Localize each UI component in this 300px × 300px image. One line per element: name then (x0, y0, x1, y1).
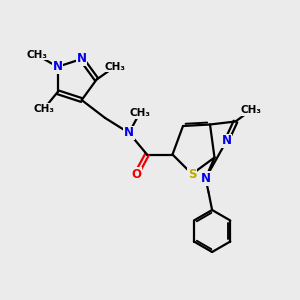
Text: CH₃: CH₃ (26, 50, 47, 60)
Text: CH₃: CH₃ (129, 108, 150, 118)
Text: CH₃: CH₃ (34, 104, 55, 114)
Text: O: O (131, 167, 142, 181)
Text: N: N (52, 60, 62, 73)
Text: N: N (124, 126, 134, 140)
Text: S: S (188, 167, 196, 181)
Text: N: N (221, 134, 232, 148)
Text: N: N (77, 52, 87, 65)
Text: N: N (200, 172, 211, 185)
Text: CH₃: CH₃ (241, 105, 262, 115)
Text: CH₃: CH₃ (104, 62, 125, 72)
